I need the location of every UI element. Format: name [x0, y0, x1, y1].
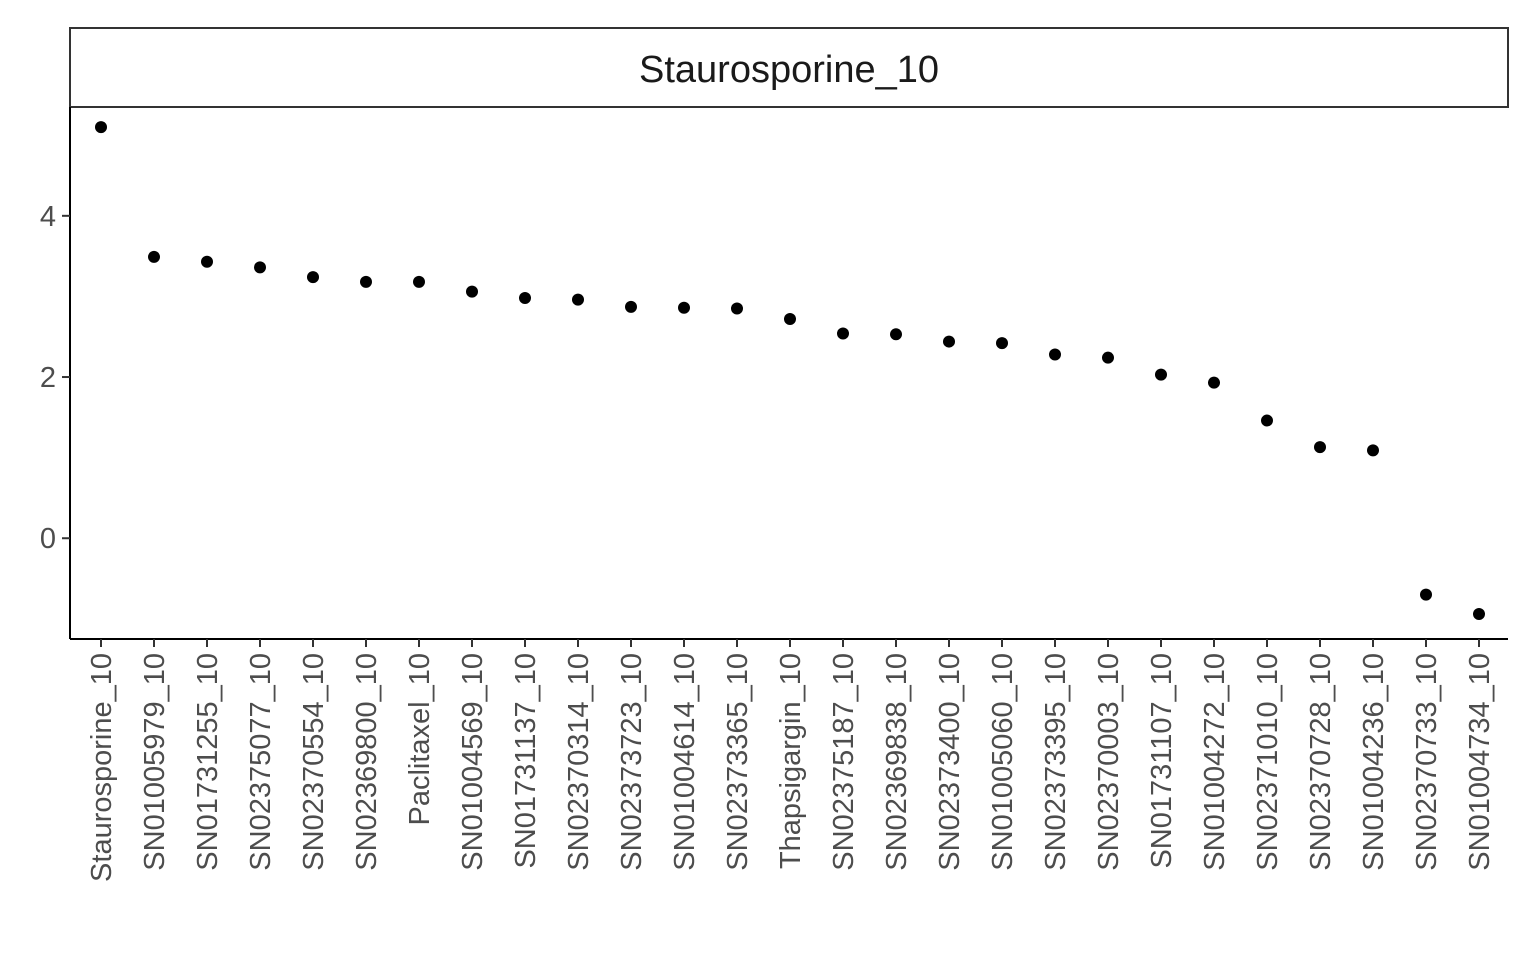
x-tick-label: SN02370314_10 — [563, 653, 595, 871]
data-point — [201, 255, 213, 268]
x-tick-label: Paclitaxel_10 — [404, 653, 436, 826]
x-tick-label: SN02370554_10 — [298, 653, 330, 871]
x-tick-label: Staurosporine_10 — [86, 653, 118, 882]
data-point — [413, 275, 425, 288]
data-point — [1261, 414, 1273, 427]
x-tick-label: SN02369838_10 — [881, 653, 913, 871]
x-tick-label: SN02373395_10 — [1040, 653, 1072, 871]
data-point — [1314, 441, 1326, 454]
data-point — [890, 328, 902, 341]
x-axis-ticks: Staurosporine_10 SN01005979_10 SN01731255_… — [86, 639, 1496, 882]
x-tick-label: SN02373723_10 — [616, 653, 648, 871]
data-point — [307, 271, 319, 284]
x-tick-label: SN01731137_10 — [510, 653, 542, 869]
data-point — [95, 121, 107, 134]
data-points — [95, 121, 1485, 621]
data-point — [519, 292, 531, 305]
data-point — [254, 261, 266, 274]
x-tick-label: SN01005979_10 — [139, 653, 171, 871]
y-tick-label: 2 — [40, 362, 56, 394]
facet-strip-box — [69, 27, 1509, 108]
x-tick-label: SN02369800_10 — [351, 653, 383, 871]
x-tick-label: SN01005060_10 — [987, 653, 1019, 871]
x-tick-label: SN01004614_10 — [669, 653, 701, 871]
data-point — [1420, 588, 1432, 601]
data-point — [1367, 444, 1379, 457]
data-point — [466, 285, 478, 298]
data-point — [625, 300, 637, 313]
data-point — [1102, 351, 1114, 364]
y-tick-label: 4 — [40, 201, 56, 233]
x-tick-label: SN01004272_10 — [1199, 653, 1231, 871]
x-tick-label: SN01731255_10 — [192, 653, 224, 871]
facet-strip-title: Staurosporine_10 — [639, 49, 939, 91]
x-tick-label: SN02370733_10 — [1411, 653, 1443, 871]
x-tick-label: SN02370728_10 — [1305, 653, 1337, 871]
data-point — [837, 327, 849, 340]
x-tick-label: SN02373400_10 — [934, 653, 966, 871]
data-point — [360, 275, 372, 288]
facet-strip: Staurosporine_10 — [69, 27, 1509, 108]
x-tick-label: SN01731107_10 — [1146, 653, 1178, 869]
data-point — [678, 301, 690, 314]
x-tick-label: SN02375077_10 — [245, 653, 277, 871]
data-point — [572, 293, 584, 306]
data-point — [784, 312, 796, 325]
data-point — [731, 302, 743, 315]
x-tick-label: SN02373365_10 — [722, 653, 754, 871]
data-point — [1473, 608, 1485, 621]
data-point — [1155, 368, 1167, 381]
x-tick-label: SN01004734_10 — [1464, 653, 1496, 871]
data-point — [148, 250, 160, 263]
x-tick-label: Thapsigargin_10 — [775, 653, 807, 869]
y-tick-label: 0 — [40, 523, 56, 555]
y-axis-ticks: 4 2 0 — [40, 201, 70, 555]
x-tick-label: SN02371010_10 — [1252, 653, 1284, 871]
x-tick-label: SN02375187_10 — [828, 653, 860, 871]
x-tick-label: SN02370003_10 — [1093, 653, 1125, 871]
x-tick-label: SN01004569_10 — [457, 653, 489, 871]
data-point — [1208, 376, 1220, 389]
data-point — [1049, 348, 1061, 361]
data-point — [996, 337, 1008, 350]
data-point — [943, 335, 955, 348]
x-tick-label: SN01004236_10 — [1358, 653, 1390, 871]
